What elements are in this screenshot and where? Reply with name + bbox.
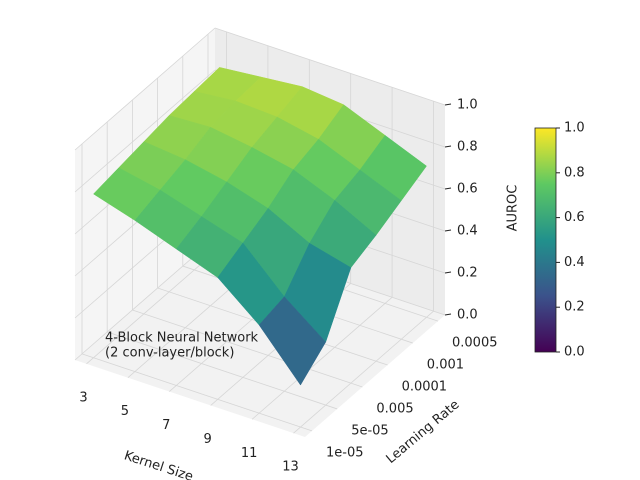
z-tick-label: 0.2 [457, 266, 478, 281]
z-tick-label: 0.8 [457, 140, 478, 155]
z-tick-label: 0.6 [457, 182, 478, 197]
floor-pane [75, 238, 445, 437]
grid-line [74, 69, 216, 193]
grid-line [293, 310, 434, 434]
z-tick [444, 187, 452, 190]
x-tick-label: 3 [79, 390, 87, 405]
z-tick [444, 145, 452, 148]
z-tick [444, 271, 452, 274]
z-tick [444, 103, 452, 106]
grid-line [132, 309, 363, 388]
z-tick [444, 229, 452, 232]
surface-face [258, 296, 327, 386]
colorbar-tick-label: 0.2 [564, 300, 585, 315]
x-tick-label: 5 [121, 404, 129, 419]
z-tick-label: 0.4 [457, 224, 478, 239]
z-tick-label: 0.0 [457, 308, 478, 323]
y-tick-label: 0.0005 [452, 336, 498, 351]
x-tick-label: 7 [162, 418, 170, 433]
y-tick-label: 0.005 [376, 401, 413, 416]
x-tick-label: 11 [241, 446, 258, 461]
grid-line [81, 353, 313, 432]
z-axis-label: AUROC [506, 185, 521, 232]
y-tick-label: 0.0001 [402, 380, 448, 395]
y-tick-label: 0.001 [427, 358, 464, 373]
y-tick-label: 5e-05 [351, 423, 389, 438]
annotation: 4-Block Neural Network [105, 331, 259, 346]
colorbar-tick-label: 0.0 [564, 345, 585, 360]
y-tick-label: 1e-05 [326, 445, 364, 460]
colorbar-tick-label: 0.8 [564, 165, 585, 180]
x-axis-label: Kernel Size [122, 448, 195, 480]
grid-line [214, 27, 446, 106]
z-tick [444, 313, 452, 316]
colorbar-tick-label: 0.4 [564, 255, 585, 270]
colorbar [534, 127, 557, 353]
annotation: (2 conv-layer/block) [105, 346, 234, 361]
x-tick-label: 9 [204, 432, 212, 447]
x-tick-label: 13 [282, 460, 299, 475]
surface [93, 67, 427, 386]
colorbar-tick-label: 0.6 [564, 210, 585, 225]
grid-line [74, 27, 216, 151]
colorbar-tick-label: 1.0 [564, 121, 585, 136]
grid-line [107, 331, 338, 410]
z-tick-label: 1.0 [457, 98, 478, 113]
grid-line [251, 296, 393, 420]
